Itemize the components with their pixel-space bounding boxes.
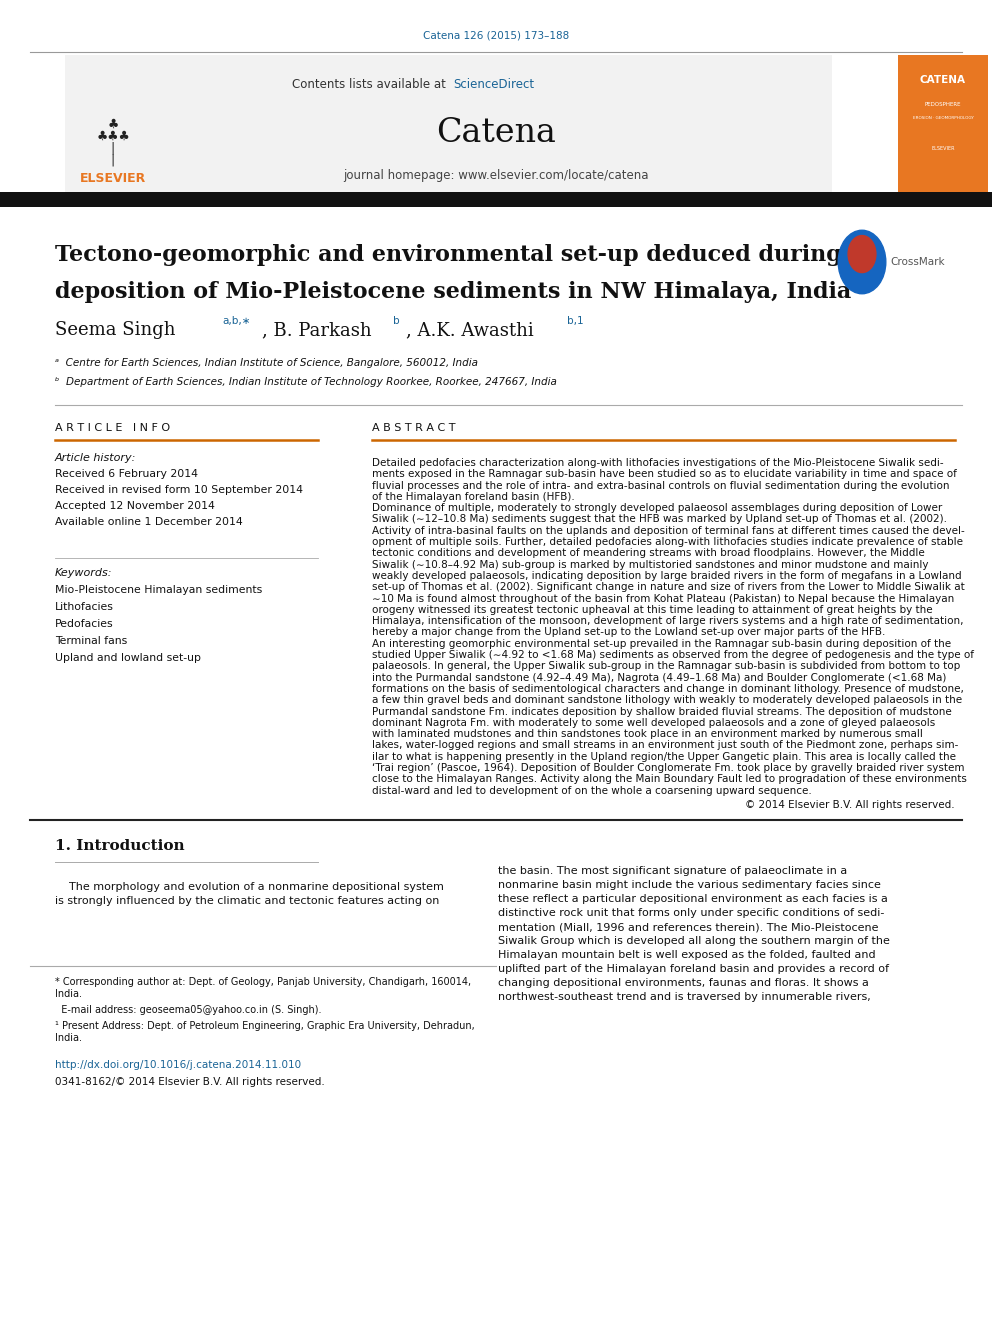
Text: the basin. The most significant signature of palaeoclimate in a: the basin. The most significant signatur… — [498, 867, 847, 876]
Text: ments exposed in the Ramnagar sub-basin have been studied so as to elucidate var: ments exposed in the Ramnagar sub-basin … — [372, 470, 957, 479]
Text: http://dx.doi.org/10.1016/j.catena.2014.11.010: http://dx.doi.org/10.1016/j.catena.2014.… — [55, 1060, 302, 1070]
Text: Tectono-geomorphic and environmental set-up deduced during: Tectono-geomorphic and environmental set… — [55, 243, 842, 266]
Text: The morphology and evolution of a nonmarine depositional system: The morphology and evolution of a nonmar… — [55, 882, 443, 892]
Text: ᵇ  Department of Earth Sciences, Indian Institute of Technology Roorkee, Roorkee: ᵇ Department of Earth Sciences, Indian I… — [55, 377, 557, 388]
Text: Purmandal sandstone Fm. indicates deposition by shallow braided fluvial streams.: Purmandal sandstone Fm. indicates deposi… — [372, 706, 951, 717]
Text: weakly developed palaeosols, indicating deposition by large braided rivers in th: weakly developed palaeosols, indicating … — [372, 572, 961, 581]
Text: fluvial processes and the role of intra- and extra-basinal controls on fluvial s: fluvial processes and the role of intra-… — [372, 480, 949, 491]
Text: changing depositional environments, faunas and floras. It shows a: changing depositional environments, faun… — [498, 978, 869, 988]
Text: ELSEVIER: ELSEVIER — [931, 146, 954, 151]
Text: b,1: b,1 — [567, 316, 583, 325]
Text: Catena 126 (2015) 173–188: Catena 126 (2015) 173–188 — [423, 30, 569, 40]
Text: studied Upper Siwalik (∼4.92 to <1.68 Ma) sediments as observed from the degree : studied Upper Siwalik (∼4.92 to <1.68 Ma… — [372, 650, 974, 660]
Circle shape — [848, 235, 876, 273]
Text: b: b — [393, 316, 400, 325]
Text: Keywords:: Keywords: — [55, 568, 112, 578]
Text: deposition of Mio-Pleistocene sediments in NW Himalaya, India: deposition of Mio-Pleistocene sediments … — [55, 280, 851, 303]
Text: palaeosols. In general, the Upper Siwalik sub-group in the Ramnagar sub-basin is: palaeosols. In general, the Upper Siwali… — [372, 662, 960, 671]
Text: into the Purmandal sandstone (4.92–4.49 Ma), Nagrota (4.49–1.68 Ma) and Boulder : into the Purmandal sandstone (4.92–4.49 … — [372, 672, 946, 683]
Text: formations on the basis of sedimentological characters and change in dominant li: formations on the basis of sedimentologi… — [372, 684, 964, 695]
Text: hereby a major change from the Upland set-up to the Lowland set-up over major pa: hereby a major change from the Upland se… — [372, 627, 886, 638]
Text: CATENA: CATENA — [920, 75, 966, 85]
Text: Received in revised form 10 September 2014: Received in revised form 10 September 20… — [55, 486, 303, 495]
Text: is strongly influenced by the climatic and tectonic features acting on: is strongly influenced by the climatic a… — [55, 896, 439, 906]
Text: ELSEVIER: ELSEVIER — [80, 172, 146, 184]
Text: Pedofacies: Pedofacies — [55, 619, 114, 628]
Text: Available online 1 December 2014: Available online 1 December 2014 — [55, 517, 243, 527]
Text: 1. Introduction: 1. Introduction — [55, 839, 185, 853]
Text: , A.K. Awasthi: , A.K. Awasthi — [406, 321, 534, 339]
Text: Lithofacies: Lithofacies — [55, 602, 114, 613]
Text: with laminated mudstones and thin sandstones took place in an environment marked: with laminated mudstones and thin sandst… — [372, 729, 923, 740]
Text: set-up of Thomas et al. (2002). Significant change in nature and size of rivers : set-up of Thomas et al. (2002). Signific… — [372, 582, 965, 593]
Text: tectonic conditions and development of meandering streams with broad floodplains: tectonic conditions and development of m… — [372, 549, 925, 558]
Text: PEDOSPHERE: PEDOSPHERE — [925, 102, 961, 107]
FancyBboxPatch shape — [0, 192, 992, 206]
Text: distal-ward and led to development of on the whole a coarsening upward sequence.: distal-ward and led to development of on… — [372, 786, 811, 795]
Text: Catena: Catena — [436, 116, 556, 149]
Text: orogeny witnessed its greatest tectonic upheaval at this time leading to attainm: orogeny witnessed its greatest tectonic … — [372, 605, 932, 615]
Text: Siwalik (∼12–10.8 Ma) sediments suggest that the HFB was marked by Upland set-up: Siwalik (∼12–10.8 Ma) sediments suggest … — [372, 515, 947, 524]
Text: * Corresponding author at: Dept. of Geology, Panjab University, Chandigarh, 1600: * Corresponding author at: Dept. of Geol… — [55, 976, 471, 987]
Text: A B S T R A C T: A B S T R A C T — [372, 423, 455, 433]
Text: Received 6 February 2014: Received 6 February 2014 — [55, 468, 198, 479]
Text: ᵃ  Centre for Earth Sciences, Indian Institute of Science, Bangalore, 560012, In: ᵃ Centre for Earth Sciences, Indian Inst… — [55, 359, 478, 368]
Text: of the Himalayan foreland basin (HFB).: of the Himalayan foreland basin (HFB). — [372, 492, 574, 501]
Text: Mio-Pleistocene Himalayan sediments: Mio-Pleistocene Himalayan sediments — [55, 585, 262, 595]
Text: Accepted 12 November 2014: Accepted 12 November 2014 — [55, 501, 215, 511]
Text: ♣
♣♣♣
|
|: ♣ ♣♣♣ | | — [96, 118, 130, 167]
Text: Siwalik Group which is developed all along the southern margin of the: Siwalik Group which is developed all alo… — [498, 935, 890, 946]
Text: Seema Singh: Seema Singh — [55, 321, 176, 339]
Text: opment of multiple soils. Further, detailed pedofacies along-with lithofacies st: opment of multiple soils. Further, detai… — [372, 537, 963, 548]
Text: India.: India. — [55, 990, 82, 999]
Text: journal homepage: www.elsevier.com/locate/catena: journal homepage: www.elsevier.com/locat… — [343, 168, 649, 181]
Text: An interesting geomorphic environmental set-up prevailed in the Ramnagar sub-bas: An interesting geomorphic environmental … — [372, 639, 951, 648]
FancyBboxPatch shape — [898, 56, 988, 192]
Text: Upland and lowland set-up: Upland and lowland set-up — [55, 654, 201, 663]
Text: Activity of intra-basinal faults on the uplands and deposition of terminal fans : Activity of intra-basinal faults on the … — [372, 525, 965, 536]
Text: dominant Nagrota Fm. with moderately to some well developed palaeosols and a zon: dominant Nagrota Fm. with moderately to … — [372, 718, 935, 728]
FancyBboxPatch shape — [65, 56, 832, 192]
Text: A R T I C L E   I N F O: A R T I C L E I N F O — [55, 423, 170, 433]
Text: ∼10 Ma is found almost throughout of the basin from Kohat Plateau (Pakistan) to : ∼10 Ma is found almost throughout of the… — [372, 594, 954, 603]
Text: © 2014 Elsevier B.V. All rights reserved.: © 2014 Elsevier B.V. All rights reserved… — [745, 800, 955, 810]
Text: CrossMark: CrossMark — [890, 257, 944, 267]
Text: northwest-southeast trend and is traversed by innumerable rivers,: northwest-southeast trend and is travers… — [498, 992, 871, 1002]
Text: Himalayan mountain belt is well exposed as the folded, faulted and: Himalayan mountain belt is well exposed … — [498, 950, 876, 960]
Text: Terminal fans: Terminal fans — [55, 636, 127, 646]
Text: mentation (Miall, 1996 and references therein). The Mio-Pleistocene: mentation (Miall, 1996 and references th… — [498, 922, 879, 931]
Text: EROSION · GEOMORPHOLOGY: EROSION · GEOMORPHOLOGY — [913, 116, 973, 120]
Text: 0341-8162/© 2014 Elsevier B.V. All rights reserved.: 0341-8162/© 2014 Elsevier B.V. All right… — [55, 1077, 324, 1088]
Text: Siwalik (∼10.8–4.92 Ma) sub-group is marked by multistoried sandstones and minor: Siwalik (∼10.8–4.92 Ma) sub-group is mar… — [372, 560, 929, 570]
Text: , B. Parkash: , B. Parkash — [262, 321, 372, 339]
Text: a,b,∗: a,b,∗ — [222, 316, 251, 325]
Text: E-mail address: geoseema05@yahoo.co.in (S. Singh).: E-mail address: geoseema05@yahoo.co.in (… — [55, 1005, 321, 1015]
Text: ilar to what is happening presently in the Upland region/the Upper Gangetic plai: ilar to what is happening presently in t… — [372, 751, 956, 762]
Text: close to the Himalayan Ranges. Activity along the Main Boundary Fault led to pro: close to the Himalayan Ranges. Activity … — [372, 774, 967, 785]
Text: ‘Trai region’ (Pascoe, 1964). Deposition of Boulder Conglomerate Fm. took place : ‘Trai region’ (Pascoe, 1964). Deposition… — [372, 763, 964, 773]
Text: a few thin gravel beds and dominant sandstone lithology with weakly to moderatel: a few thin gravel beds and dominant sand… — [372, 696, 962, 705]
Circle shape — [838, 230, 886, 294]
Text: distinctive rock unit that forms only under specific conditions of sedi-: distinctive rock unit that forms only un… — [498, 908, 885, 918]
Text: ¹ Present Address: Dept. of Petroleum Engineering, Graphic Era University, Dehra: ¹ Present Address: Dept. of Petroleum En… — [55, 1021, 475, 1031]
Text: these reflect a particular depositional environment as each facies is a: these reflect a particular depositional … — [498, 894, 888, 904]
Text: ScienceDirect: ScienceDirect — [453, 78, 534, 90]
Text: lakes, water-logged regions and small streams in an environment just south of th: lakes, water-logged regions and small st… — [372, 741, 958, 750]
Text: nonmarine basin might include the various sedimentary facies since: nonmarine basin might include the variou… — [498, 880, 881, 890]
Text: India.: India. — [55, 1033, 82, 1043]
Text: Himalaya, intensification of the monsoon, development of large rivers systems an: Himalaya, intensification of the monsoon… — [372, 617, 963, 626]
Text: Contents lists available at: Contents lists available at — [293, 78, 450, 90]
Text: Article history:: Article history: — [55, 452, 136, 463]
Text: Dominance of multiple, moderately to strongly developed palaeosol assemblages du: Dominance of multiple, moderately to str… — [372, 503, 942, 513]
Text: Detailed pedofacies characterization along-with lithofacies investigations of th: Detailed pedofacies characterization alo… — [372, 458, 943, 468]
Text: uplifted part of the Himalayan foreland basin and provides a record of: uplifted part of the Himalayan foreland … — [498, 964, 889, 974]
